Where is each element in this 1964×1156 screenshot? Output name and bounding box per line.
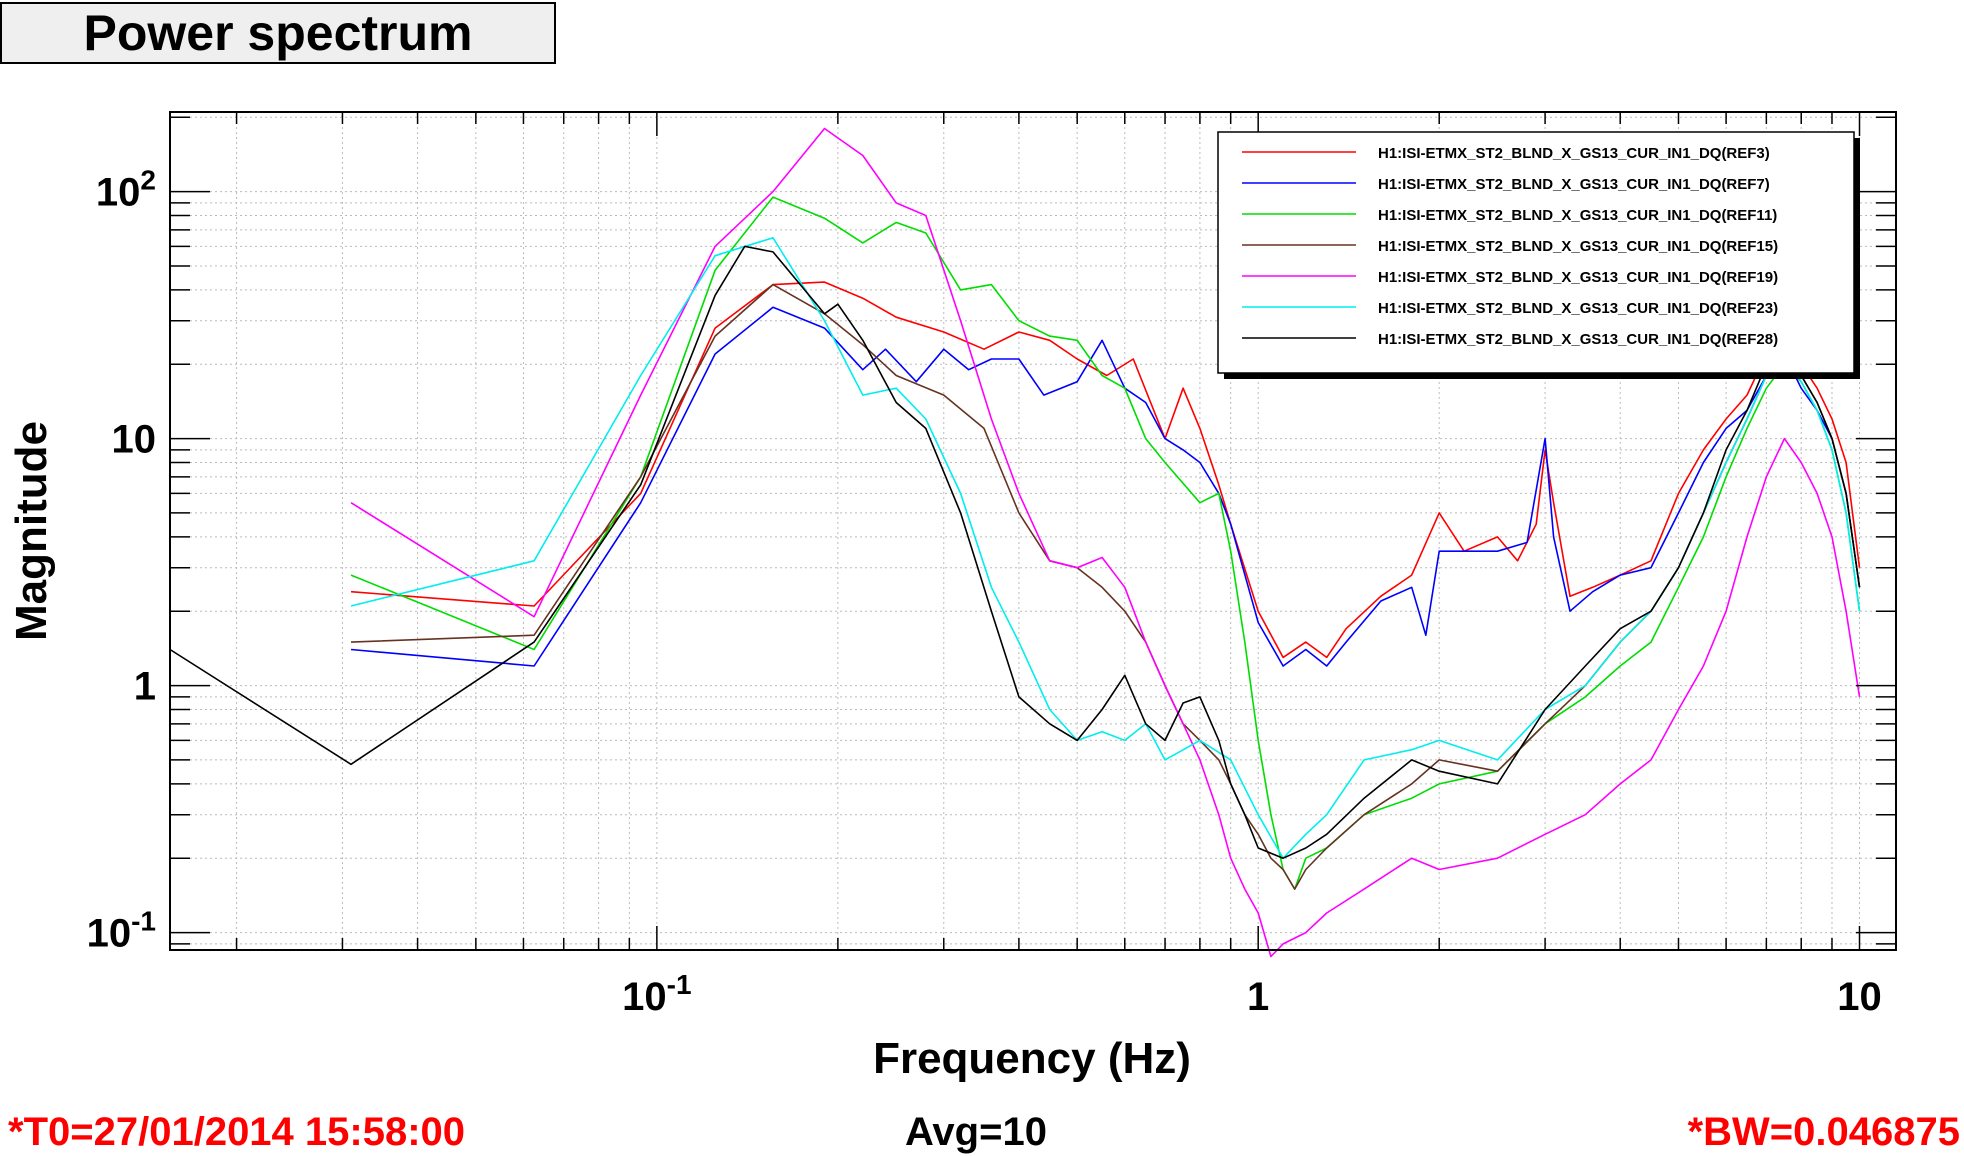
y-axis-label: Magnitude	[7, 421, 56, 641]
y-tick-label-exp: -1	[131, 906, 156, 937]
series-line-7	[169, 245, 1861, 860]
legend-label: H1:ISI-ETMX_ST2_BLND_X_GS13_CUR_IN1_DQ(R…	[1378, 269, 1778, 286]
y-tick-label-base: 10	[96, 171, 141, 215]
footer-bw: *BW=0.046875	[1687, 1110, 1960, 1154]
x-tick-label: 10-1	[622, 969, 691, 1019]
plot-frame	[169, 111, 1897, 951]
legend-label: H1:ISI-ETMX_ST2_BLND_X_GS13_CUR_IN1_DQ(R…	[1378, 331, 1778, 348]
series-lines	[169, 127, 1861, 958]
legend-label: H1:ISI-ETMX_ST2_BLND_X_GS13_CUR_IN1_DQ(R…	[1378, 238, 1778, 255]
x-tick-label: 1	[1247, 975, 1269, 1019]
series-line-1	[350, 281, 1861, 659]
x-tick-label-base: 10	[1837, 975, 1882, 1019]
legend-label: H1:ISI-ETMX_ST2_BLND_X_GS13_CUR_IN1_DQ(R…	[1378, 300, 1778, 317]
y-tick-label-base: 10	[87, 912, 132, 956]
legend-label: H1:ISI-ETMX_ST2_BLND_X_GS13_CUR_IN1_DQ(R…	[1378, 145, 1770, 162]
footer-t0: *T0=27/01/2014 15:58:00	[8, 1110, 466, 1154]
x-axis-label: Frequency (Hz)	[873, 1034, 1191, 1083]
footer-avg: Avg=10	[905, 1110, 1047, 1154]
x-tick-label-base: 10	[622, 975, 667, 1019]
y-tick-label: 10-1	[87, 906, 156, 956]
x-tick-label-exp: -1	[667, 969, 692, 1000]
y-tick-label-base: 1	[134, 665, 156, 709]
legend: H1:ISI-ETMX_ST2_BLND_X_GS13_CUR_IN1_DQ(R…	[1217, 131, 1860, 379]
x-tick-label: 10	[1837, 975, 1882, 1019]
legend-label: H1:ISI-ETMX_ST2_BLND_X_GS13_CUR_IN1_DQ(R…	[1378, 176, 1770, 193]
y-tick-label: 10	[112, 418, 157, 462]
y-tick-label-base: 10	[112, 418, 157, 462]
y-tick-label: 102	[96, 165, 156, 215]
legend-box	[1217, 131, 1855, 374]
series-line-3	[350, 196, 1861, 890]
chart-title: Power spectrum	[0, 2, 556, 64]
y-tick-label: 1	[134, 665, 156, 709]
y-tick-label-exp: 2	[140, 165, 156, 196]
series-line-2	[350, 306, 1861, 667]
legend-label: H1:ISI-ETMX_ST2_BLND_X_GS13_CUR_IN1_DQ(R…	[1378, 207, 1777, 224]
series-line-5	[350, 127, 1861, 958]
x-tick-label-base: 1	[1247, 975, 1269, 1019]
